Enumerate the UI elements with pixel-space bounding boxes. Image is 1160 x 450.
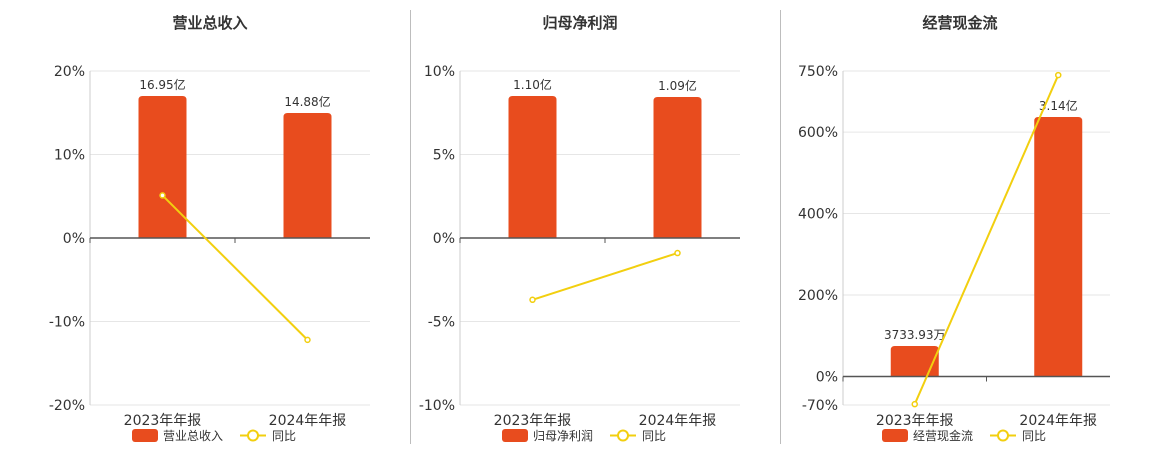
legend-swatch-bar xyxy=(132,429,158,442)
x-tick-label: 2024年年报 xyxy=(1019,413,1097,429)
chart-title: 经营现金流 xyxy=(922,14,997,32)
chart-panel-cash-flow: 经营现金流 750% 600% 400% 200% 0% -70% 3733.93万 3.14亿… xyxy=(740,0,1110,450)
y-tick-label: 10% xyxy=(54,148,85,164)
legend-label-bar: 归母净利润 xyxy=(533,429,593,443)
yoy-point xyxy=(529,296,536,304)
legend-label-line: 同比 xyxy=(1022,429,1046,443)
yoy-line xyxy=(161,194,309,341)
bar xyxy=(138,96,187,238)
chart-net-profit: 归母净利润 10% 5% 0% -5% -10% 1.10亿 1.09亿 2023年年报 2024… xyxy=(419,14,740,443)
y-tick-label: 0% xyxy=(816,369,838,385)
y-tick-label: 600% xyxy=(798,125,838,141)
legend-label-line: 同比 xyxy=(272,429,296,443)
y-tick-label: 10% xyxy=(424,64,455,80)
chart-revenue: 营业总收入 20% 10% 0% -10% -20% 16.95亿 14.88亿 2023年年报… xyxy=(49,14,370,443)
y-tick-label: -10% xyxy=(49,315,85,331)
panel-divider xyxy=(410,10,411,444)
x-tick-label: 2024年年报 xyxy=(269,413,347,429)
y-tick-label: 0% xyxy=(63,231,85,247)
x-tick-label: 2023年年报 xyxy=(494,413,572,429)
yoy-point xyxy=(304,336,311,344)
x-tick-label: 2024年年报 xyxy=(639,413,717,429)
bar-value-label: 14.88亿 xyxy=(284,94,330,109)
chart-cash-flow: 经营现金流 750% 600% 400% 200% 0% -70% 3733.93万 3.14亿… xyxy=(798,14,1110,443)
y-tick-label: -10% xyxy=(419,398,455,414)
legend-swatch-marker xyxy=(247,429,259,442)
legend-swatch-bar xyxy=(882,429,908,442)
legend-label-line: 同比 xyxy=(642,429,666,443)
y-tick-label: 400% xyxy=(798,207,838,223)
chart-panel-net-profit: 归母净利润 10% 5% 0% -5% -10% 1.10亿 1.09亿 2023年年报 2024… xyxy=(370,0,740,450)
yoy-point xyxy=(1055,71,1062,79)
legend-label-bar: 经营现金流 xyxy=(913,428,973,443)
legend-swatch-marker xyxy=(617,429,629,442)
bar-value-label: 3.14亿 xyxy=(1039,98,1078,113)
y-tick-label: -70% xyxy=(802,398,838,414)
bar xyxy=(1034,117,1083,377)
yoy-point xyxy=(911,400,918,408)
bar-value-label: 3733.93万 xyxy=(884,328,946,342)
bar xyxy=(890,346,939,377)
chart-title: 营业总收入 xyxy=(172,14,247,32)
legend-label-bar: 营业总收入 xyxy=(163,429,223,443)
bar xyxy=(508,96,557,238)
bar-value-label: 1.09亿 xyxy=(658,78,697,93)
chart-panel-revenue: 营业总收入 20% 10% 0% -10% -20% 16.95亿 14.88亿 2023年年报… xyxy=(0,0,370,450)
x-tick-label: 2023年年报 xyxy=(124,413,202,429)
yoy-point xyxy=(674,249,681,257)
chart-title: 归母净利润 xyxy=(542,14,617,32)
y-tick-label: 5% xyxy=(433,148,455,164)
yoy-line xyxy=(532,252,678,301)
yoy-line xyxy=(913,74,1060,405)
y-tick-label: 0% xyxy=(433,231,455,247)
panel-divider xyxy=(780,10,781,444)
bar-value-label: 16.95亿 xyxy=(139,77,185,92)
y-tick-label: -20% xyxy=(49,398,85,414)
yoy-point xyxy=(159,192,166,199)
y-tick-label: -5% xyxy=(428,315,455,331)
bar xyxy=(653,97,702,238)
x-tick-label: 2023年年报 xyxy=(876,413,954,429)
bar xyxy=(283,113,332,238)
legend-swatch-marker xyxy=(997,429,1009,442)
y-tick-label: 750% xyxy=(798,64,838,80)
y-tick-label: 200% xyxy=(798,288,838,304)
legend-swatch-bar xyxy=(502,429,528,442)
bar-value-label: 1.10亿 xyxy=(513,77,552,92)
y-tick-label: 20% xyxy=(54,64,85,80)
